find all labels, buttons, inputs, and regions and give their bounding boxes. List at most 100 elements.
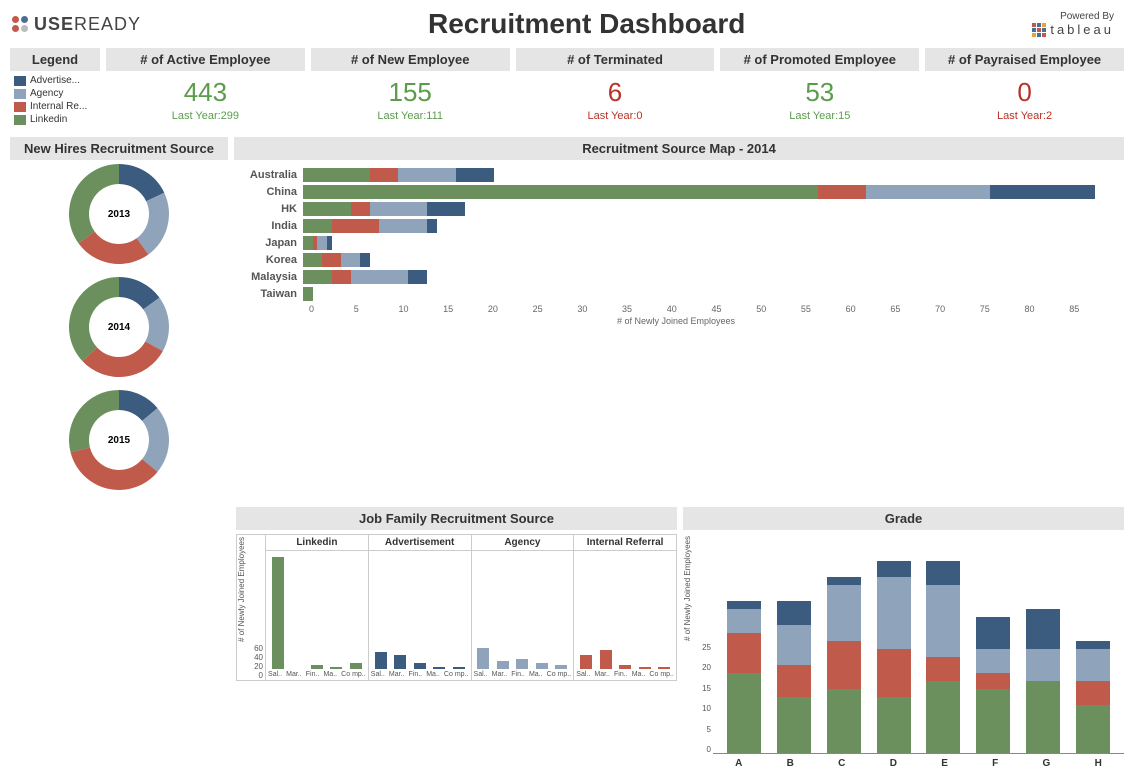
grade-xlabel: G bbox=[1043, 758, 1051, 769]
grade-bar[interactable] bbox=[976, 617, 1010, 753]
grade-bar[interactable] bbox=[926, 561, 960, 753]
donut-chart[interactable]: 2015 bbox=[69, 390, 169, 490]
facet-bar[interactable] bbox=[516, 659, 528, 669]
grade-xlabel: D bbox=[890, 758, 897, 769]
grade-seg[interactable] bbox=[727, 601, 761, 609]
grade-seg[interactable] bbox=[877, 577, 911, 649]
kpi-title: # of Promoted Employee bbox=[720, 48, 919, 71]
kpi-card[interactable]: # of New Employee 155 Last Year:111 bbox=[311, 48, 510, 131]
grade-seg[interactable] bbox=[877, 561, 911, 577]
legend-item[interactable]: Linkedin bbox=[14, 114, 96, 125]
hbar-bar[interactable] bbox=[303, 270, 1114, 284]
donut-chart[interactable]: 2013 bbox=[69, 164, 169, 264]
grade-bar[interactable] bbox=[777, 601, 811, 753]
powered-by-label: Powered By bbox=[1032, 11, 1114, 22]
grade-seg[interactable] bbox=[827, 577, 861, 585]
kpi-title: # of New Employee bbox=[311, 48, 510, 71]
grade-seg[interactable] bbox=[777, 625, 811, 665]
kpi-sub: Last Year:111 bbox=[311, 110, 510, 122]
grade-seg[interactable] bbox=[1026, 609, 1060, 649]
facet-bar[interactable] bbox=[394, 655, 406, 669]
grade-seg[interactable] bbox=[926, 657, 960, 681]
grade-seg[interactable] bbox=[727, 673, 761, 753]
grade-seg[interactable] bbox=[827, 585, 861, 641]
jobfamily-chart[interactable]: # of Newly Joined Employees0204060Linked… bbox=[236, 534, 677, 681]
brand-text: USEREADY bbox=[34, 14, 141, 35]
grade-chart[interactable]: # of Newly Joined Employees2520151050 bbox=[683, 534, 1124, 754]
grade-seg[interactable] bbox=[976, 649, 1010, 673]
grade-ylabel: # of Newly Joined Employees bbox=[683, 534, 713, 643]
grade-seg[interactable] bbox=[976, 689, 1010, 753]
tableau-icon: tableau bbox=[1032, 22, 1114, 37]
grade-seg[interactable] bbox=[727, 633, 761, 673]
kpi-value: 53 bbox=[720, 77, 919, 108]
grade-seg[interactable] bbox=[727, 609, 761, 633]
grade-seg[interactable] bbox=[926, 561, 960, 585]
grade-seg[interactable] bbox=[1026, 649, 1060, 681]
hbar-category: China bbox=[238, 186, 303, 198]
kpi-title: # of Active Employee bbox=[106, 48, 305, 71]
grade-seg[interactable] bbox=[1076, 649, 1110, 681]
grade-seg[interactable] bbox=[827, 641, 861, 689]
kpi-value: 0 bbox=[925, 77, 1124, 108]
hbar-category: Malaysia bbox=[238, 271, 303, 283]
grade-seg[interactable] bbox=[976, 673, 1010, 689]
facet-bar[interactable] bbox=[272, 557, 284, 669]
legend-item[interactable]: Advertise... bbox=[14, 75, 96, 86]
hbar-category: Japan bbox=[238, 237, 303, 249]
svg-text:2015: 2015 bbox=[108, 435, 131, 446]
sourcemap-chart[interactable]: AustraliaChinaHKIndiaJapanKoreaMalaysiaT… bbox=[234, 164, 1124, 330]
legend-item[interactable]: Agency bbox=[14, 88, 96, 99]
grade-seg[interactable] bbox=[1076, 641, 1110, 649]
facet-bar[interactable] bbox=[580, 655, 592, 669]
hbar-bar[interactable] bbox=[303, 202, 1114, 216]
grade-seg[interactable] bbox=[976, 617, 1010, 649]
legend-title: Legend bbox=[10, 48, 100, 71]
grade-seg[interactable] bbox=[1026, 681, 1060, 753]
hbar-bar[interactable] bbox=[303, 253, 1114, 267]
kpi-card[interactable]: # of Payraised Employee 0 Last Year:2 bbox=[925, 48, 1124, 131]
grade-seg[interactable] bbox=[827, 689, 861, 753]
grade-seg[interactable] bbox=[877, 649, 911, 697]
grade-seg[interactable] bbox=[1076, 681, 1110, 705]
grade-seg[interactable] bbox=[926, 681, 960, 753]
kpi-value: 155 bbox=[311, 77, 510, 108]
sourcemap-panel: Recruitment Source Map - 2014 AustraliaC… bbox=[234, 137, 1124, 503]
hbar-bar[interactable] bbox=[303, 219, 1114, 233]
grade-xlabel: C bbox=[838, 758, 845, 769]
kpi-card[interactable]: # of Terminated 6 Last Year:0 bbox=[516, 48, 715, 131]
grade-title: Grade bbox=[683, 507, 1124, 530]
facet-bar[interactable] bbox=[477, 648, 489, 669]
grade-seg[interactable] bbox=[1076, 705, 1110, 753]
facet-bar[interactable] bbox=[375, 652, 387, 669]
grade-bar[interactable] bbox=[727, 601, 761, 753]
facet-bar[interactable] bbox=[497, 661, 509, 669]
hbar-bar[interactable] bbox=[303, 168, 1114, 182]
hbar-xlabel: # of Newly Joined Employees bbox=[238, 316, 1114, 326]
hbar-bar[interactable] bbox=[303, 185, 1114, 199]
page-title: Recruitment Dashboard bbox=[428, 8, 745, 40]
facet-header: Internal Referral bbox=[574, 535, 676, 551]
grade-seg[interactable] bbox=[777, 601, 811, 625]
grade-xlabel: B bbox=[787, 758, 794, 769]
hbar-bar[interactable] bbox=[303, 287, 1114, 301]
legend-item[interactable]: Internal Re... bbox=[14, 101, 96, 112]
grade-bar[interactable] bbox=[1076, 641, 1110, 753]
kpi-sub: Last Year:15 bbox=[720, 110, 919, 122]
donut-chart[interactable]: 2014 bbox=[69, 277, 169, 377]
facet-bar[interactable] bbox=[600, 650, 612, 669]
grade-seg[interactable] bbox=[777, 697, 811, 753]
donut-title: New Hires Recruitment Source bbox=[10, 137, 228, 160]
grade-bar[interactable] bbox=[877, 561, 911, 753]
hbar-bar[interactable] bbox=[303, 236, 1114, 250]
kpi-card[interactable]: # of Active Employee 443 Last Year:299 bbox=[106, 48, 305, 131]
grade-seg[interactable] bbox=[926, 585, 960, 657]
grade-seg[interactable] bbox=[777, 665, 811, 697]
sourcemap-title: Recruitment Source Map - 2014 bbox=[234, 137, 1124, 160]
kpi-card[interactable]: # of Promoted Employee 53 Last Year:15 bbox=[720, 48, 919, 131]
grade-seg[interactable] bbox=[877, 697, 911, 753]
grade-bar[interactable] bbox=[1026, 609, 1060, 753]
grade-bar[interactable] bbox=[827, 577, 861, 753]
kpi-sub: Last Year:2 bbox=[925, 110, 1124, 122]
legend-label: Internal Re... bbox=[30, 101, 87, 112]
